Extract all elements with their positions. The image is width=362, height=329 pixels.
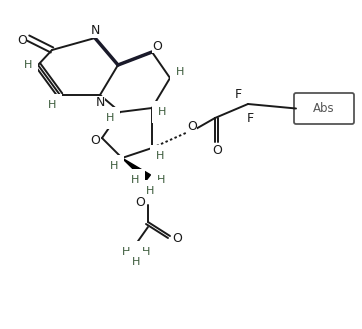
Text: H: H bbox=[131, 175, 139, 185]
Text: H: H bbox=[158, 107, 166, 117]
Text: F: F bbox=[247, 112, 253, 124]
Text: H: H bbox=[132, 257, 140, 267]
Text: H: H bbox=[157, 175, 165, 185]
Text: H: H bbox=[156, 151, 164, 161]
Text: O: O bbox=[187, 120, 197, 134]
Text: H: H bbox=[142, 247, 150, 257]
Text: H: H bbox=[106, 113, 114, 123]
Polygon shape bbox=[122, 158, 151, 181]
Text: F: F bbox=[235, 88, 241, 100]
Text: O: O bbox=[172, 232, 182, 244]
Text: O: O bbox=[17, 34, 27, 46]
Text: H: H bbox=[24, 60, 32, 70]
Text: O: O bbox=[90, 134, 100, 146]
Text: N: N bbox=[95, 95, 105, 109]
Text: O: O bbox=[135, 195, 145, 209]
Text: H: H bbox=[122, 247, 130, 257]
FancyBboxPatch shape bbox=[294, 93, 354, 124]
Text: H: H bbox=[176, 67, 184, 77]
Text: H: H bbox=[110, 161, 118, 171]
Text: Abs: Abs bbox=[313, 102, 335, 115]
Text: N: N bbox=[90, 24, 100, 38]
Text: H: H bbox=[48, 100, 56, 110]
Text: O: O bbox=[152, 39, 162, 53]
Text: H: H bbox=[146, 186, 154, 196]
Text: O: O bbox=[212, 143, 222, 157]
